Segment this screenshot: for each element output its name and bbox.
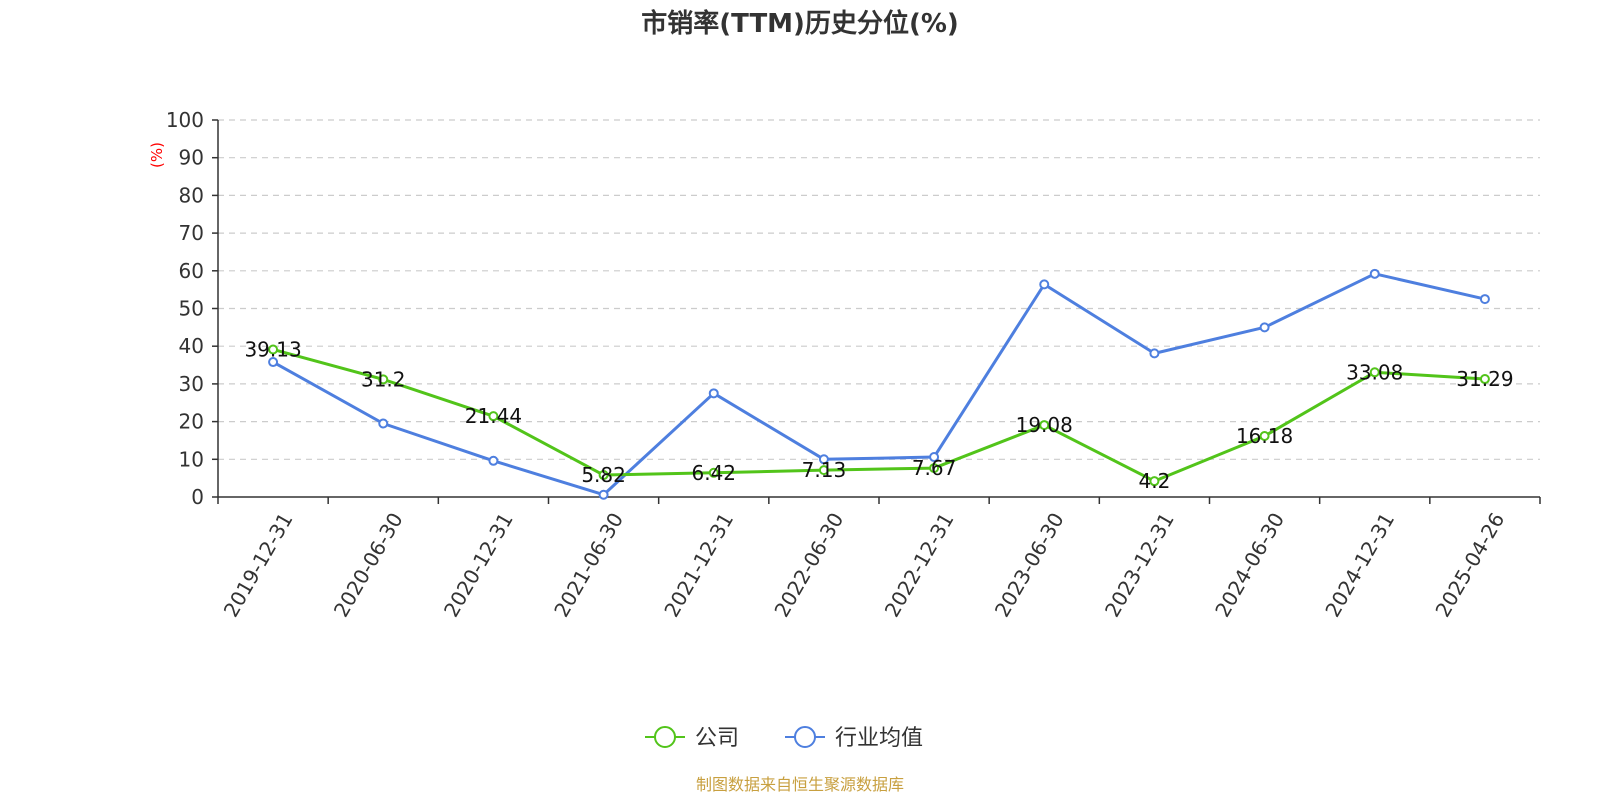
data-point [1369,268,1380,279]
data-label: 33.08 [1346,360,1403,384]
x-tick-label: 2023-12-31 [1100,509,1179,622]
x-tick-label: 2022-12-31 [880,508,959,621]
y-tick-label: 20 [179,410,204,434]
y-tick-label: 40 [179,334,204,358]
series-line [272,272,1486,497]
data-point [598,489,609,500]
y-tick-label: 90 [179,146,204,170]
legend-label: 公司 [695,726,739,751]
chart-title: 市销率(TTM)历史分位(%) [641,8,959,39]
y-tick-label: 50 [179,297,204,321]
data-point [929,463,940,474]
data-point [268,344,279,355]
data-point [1039,279,1050,290]
legend-marker [794,726,816,748]
data-label: 5.82 [581,463,626,487]
x-tick-label: 2021-12-31 [659,509,738,622]
data-point [1259,322,1270,333]
data-point [1149,476,1160,487]
data-label: 31.2 [361,367,406,391]
x-tick-label: 2024-06-30 [1210,509,1289,622]
data-point [1039,420,1050,431]
data-point [488,411,499,422]
data-point [378,418,389,429]
y-tick-label: 0 [191,485,204,509]
x-tick-label: 2020-06-30 [329,509,408,622]
y-tick-label: 60 [179,259,204,283]
data-point [268,357,279,368]
data-labels: 39.13 31.2 21.44 5.82 6.42 7.13 7.67 19.08 4.2 16… [244,337,1513,493]
series-line [272,348,1486,483]
x-tick-label: 2024-12-31 [1320,509,1399,622]
data-label: 19.08 [1016,413,1073,437]
data-point [1259,431,1270,442]
data-point [1479,374,1490,385]
data-point [1369,367,1380,378]
data-label: 7.13 [802,458,847,482]
data-point [378,374,389,385]
source-note: 制图数据来自恒生聚源数据库 [696,775,904,794]
x-tick-label: 2020-12-31 [439,508,518,621]
y-tick-label: 80 [179,183,204,207]
y-tick-labels: 0 10 20 30 40 50 60 70 80 90 100 [166,108,204,509]
data-label: 39.13 [244,337,301,361]
data-point [929,452,940,463]
data-label: 31.29 [1456,367,1513,391]
x-tick-label: 2021-06-30 [549,509,628,622]
x-tick-label: 2022-06-30 [769,509,848,622]
data-label: 16.18 [1236,424,1293,448]
data-point [708,388,719,399]
y-tick-label: 10 [179,447,204,471]
y-tick-label: 30 [179,372,204,396]
data-label: 21.44 [465,404,522,428]
x-tick-label: 2019-12-31 [219,509,298,622]
legend: 公司 行业均值 [645,726,923,751]
data-label: 6.42 [691,461,736,485]
data-point [818,465,829,476]
data-point [1149,348,1160,359]
x-tick-label: 2025-04-26 [1430,509,1509,622]
data-point [708,467,719,478]
series-lines [272,272,1486,497]
data-label: 7.67 [912,456,957,480]
data-point [1479,294,1490,305]
x-tick-label: 2023-06-30 [990,509,1069,622]
y-tick-label: 70 [179,221,204,245]
axes [212,119,1541,504]
gridlines [218,119,1540,460]
legend-marker [654,726,676,748]
data-label: 4.2 [1139,469,1171,493]
data-point [818,454,829,465]
y-axis-unit: (%) [148,142,166,168]
data-point [488,455,499,466]
legend-label: 行业均值 [835,726,923,751]
series-points [268,268,1490,500]
y-tick-label: 100 [166,108,204,132]
data-point [598,470,609,481]
x-tick-labels: 2019-12-31 2020-06-30 2020-12-31 2021-06-30… [219,508,1510,621]
